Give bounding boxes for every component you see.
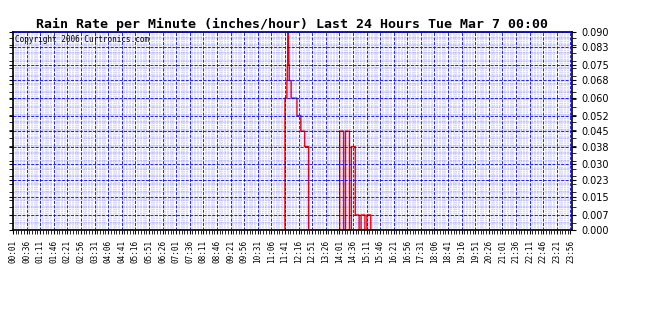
Title: Rain Rate per Minute (inches/hour) Last 24 Hours Tue Mar 7 00:00: Rain Rate per Minute (inches/hour) Last … bbox=[36, 18, 549, 31]
Text: Copyright 2006 Curtronics.com: Copyright 2006 Curtronics.com bbox=[15, 35, 149, 44]
